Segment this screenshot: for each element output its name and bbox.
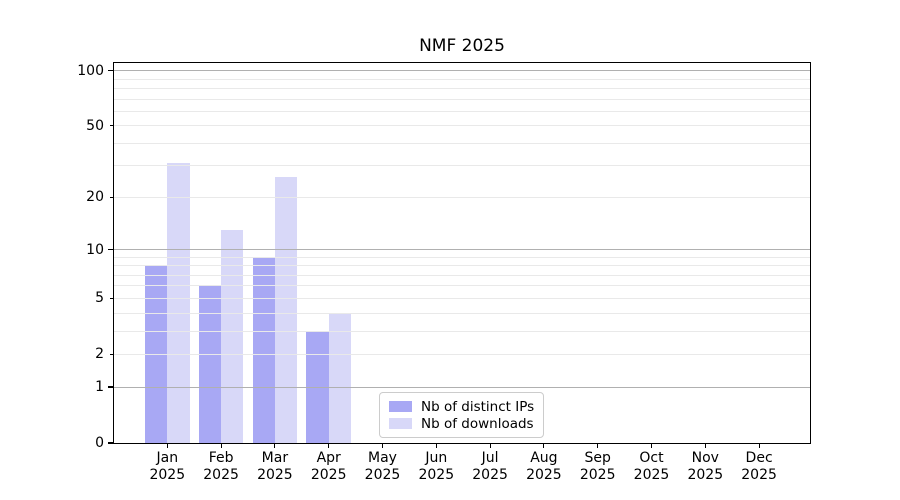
x-tick xyxy=(489,443,491,448)
x-tick xyxy=(274,443,276,448)
gridline-minor xyxy=(114,265,810,267)
y-tick-label: 2 xyxy=(95,346,104,363)
y-tick xyxy=(110,125,113,127)
x-tick-year: 2025 xyxy=(310,467,347,483)
x-tick-label: Aug 2025 xyxy=(512,450,576,484)
y-tick-label: 50 xyxy=(86,117,104,134)
x-tick xyxy=(758,443,760,448)
x-tick-label: Mar 2025 xyxy=(243,450,307,484)
x-tick-year: 2025 xyxy=(472,467,508,483)
x-tick-label: Oct 2025 xyxy=(620,450,684,484)
y-tick-label: 5 xyxy=(95,290,104,307)
y-tick-label: 10 xyxy=(86,241,104,258)
gridline-minor xyxy=(114,87,810,89)
gridline-minor xyxy=(114,330,810,332)
x-tick-year: 2025 xyxy=(203,467,239,483)
y-tick-label: 1 xyxy=(95,379,104,396)
bar-nb-of-downloads-feb-2025 xyxy=(221,230,244,443)
y-tick-label: 20 xyxy=(86,189,104,206)
x-tick-year: 2025 xyxy=(526,467,562,483)
x-tick-month: Mar xyxy=(261,450,289,466)
y-tick xyxy=(108,442,113,444)
x-tick-month: Feb xyxy=(208,450,234,466)
gridline-minor xyxy=(114,142,810,144)
x-tick xyxy=(435,443,437,448)
x-tick-label: Jan 2025 xyxy=(135,450,199,484)
legend-item-distinct-ips: Nb of distinct IPs xyxy=(389,398,534,415)
x-tick-year: 2025 xyxy=(633,467,670,483)
y-tick-label: 100 xyxy=(77,62,104,79)
y-tick xyxy=(110,297,113,299)
gridline-minor xyxy=(114,285,810,287)
x-tick-label: Feb 2025 xyxy=(189,450,253,484)
gridline-minor xyxy=(114,353,810,355)
chart-title: NMF 2025 xyxy=(419,36,505,56)
gridline-minor xyxy=(114,78,810,80)
x-tick-year: 2025 xyxy=(364,467,401,483)
x-tick-month: Dec xyxy=(745,450,773,466)
x-tick-year: 2025 xyxy=(741,467,777,483)
x-tick xyxy=(220,443,222,448)
gridline-minor xyxy=(114,98,810,100)
y-tick xyxy=(110,353,113,355)
bar-nb-of-downloads-mar-2025 xyxy=(274,177,298,443)
bar-nb-of-downloads-jan-2025 xyxy=(167,163,190,443)
x-tick-month: Jul xyxy=(481,450,499,466)
bar-nb-of-distinct-ips-feb-2025 xyxy=(198,285,222,443)
x-tick-month: Nov xyxy=(691,450,719,466)
gridline-minor xyxy=(114,297,810,299)
legend-swatch-distinct-ips xyxy=(389,401,412,412)
x-tick-label: Nov 2025 xyxy=(673,450,737,484)
x-tick-label: Sep 2025 xyxy=(566,450,630,484)
x-tick-month: May xyxy=(368,450,397,466)
x-tick-month: Jun xyxy=(425,450,448,466)
legend-swatch-downloads xyxy=(389,418,412,429)
x-tick xyxy=(328,443,330,448)
gridline-minor xyxy=(114,110,810,112)
gridline-minor xyxy=(114,274,810,276)
x-tick xyxy=(597,443,599,448)
x-tick-label: Dec 2025 xyxy=(727,450,791,484)
gridline-major xyxy=(114,386,810,388)
x-tick-month: Sep xyxy=(584,450,611,466)
gridline-minor xyxy=(114,256,810,258)
x-tick-label: Apr 2025 xyxy=(297,450,361,484)
x-tick-month: Apr xyxy=(316,450,341,466)
gridline-minor xyxy=(114,165,810,167)
x-tick-year: 2025 xyxy=(149,467,186,483)
x-tick-label: Jul 2025 xyxy=(458,450,522,484)
x-tick xyxy=(543,443,545,448)
x-tick-year: 2025 xyxy=(418,467,455,483)
gridline-minor xyxy=(114,312,810,314)
legend-label-distinct-ips: Nb of distinct IPs xyxy=(421,398,535,415)
legend: Nb of distinct IPs Nb of downloads xyxy=(379,392,545,438)
y-tick xyxy=(108,386,113,388)
x-tick-label: May 2025 xyxy=(351,450,415,484)
legend-item-downloads: Nb of downloads xyxy=(389,415,534,432)
y-tick xyxy=(108,248,113,251)
x-tick-year: 2025 xyxy=(257,467,293,483)
x-tick-month: Jan xyxy=(156,450,179,466)
y-tick xyxy=(108,70,113,72)
gridline-minor xyxy=(114,196,810,198)
x-tick xyxy=(166,443,168,448)
x-tick xyxy=(381,443,384,448)
gridline-major xyxy=(114,70,810,72)
x-tick xyxy=(650,443,653,448)
bar-nb-of-distinct-ips-mar-2025 xyxy=(252,257,275,443)
gridline-minor xyxy=(114,125,810,127)
x-tick-month: Oct xyxy=(639,450,664,466)
y-tick xyxy=(110,196,113,198)
x-tick-month: Aug xyxy=(530,450,558,466)
bar-nb-of-downloads-apr-2025 xyxy=(328,313,351,443)
x-tick-year: 2025 xyxy=(687,467,724,483)
y-tick-label: 0 xyxy=(95,435,104,451)
x-tick-year: 2025 xyxy=(579,467,616,483)
plot-area: Nb of distinct IPs Nb of downloads 0 1 2 5 1… xyxy=(77,62,811,483)
x-tick-label: Jun 2025 xyxy=(404,450,468,484)
legend-label-downloads: Nb of downloads xyxy=(421,415,534,432)
x-tick xyxy=(704,443,706,448)
gridline-major xyxy=(114,249,810,251)
